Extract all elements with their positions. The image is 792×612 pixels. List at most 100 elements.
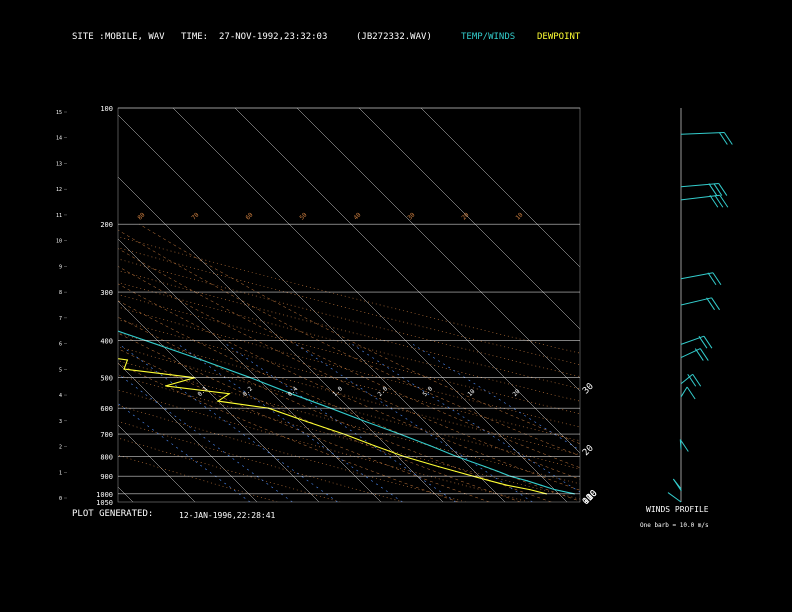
dewpoint-profile bbox=[118, 358, 547, 495]
mixing-ratio-label: 5.0 bbox=[421, 385, 434, 398]
wind-barb-shaft bbox=[679, 439, 682, 450]
dry-adiabat bbox=[118, 346, 580, 470]
plot-frame bbox=[117, 107, 581, 503]
moist-adiabat bbox=[118, 283, 580, 491]
wind-barb-shaft bbox=[680, 272, 714, 280]
height-km-label: 9 bbox=[59, 264, 62, 270]
height-km-label: 10 bbox=[56, 239, 62, 245]
mixing-ratio-label: 0.2 bbox=[241, 385, 254, 398]
isobar-label: 500 bbox=[100, 375, 113, 383]
mixing-ratio-label: 20 bbox=[511, 388, 521, 398]
isobar-label: 100 bbox=[100, 105, 113, 113]
winds-profile-title: WINDS PROFILE bbox=[646, 505, 709, 514]
mixing-ratio-line bbox=[178, 344, 403, 502]
plot-area bbox=[0, 108, 580, 502]
dewpoint-profile-point bbox=[529, 488, 531, 491]
temperature-profile-point bbox=[365, 421, 367, 423]
wind-barb-flag bbox=[686, 386, 696, 400]
isotherm-line bbox=[0, 108, 9, 502]
height-km-label: 8 bbox=[59, 290, 62, 296]
wind-barb-flag bbox=[694, 348, 704, 361]
dry-adiabat bbox=[118, 247, 580, 366]
site-label: SITE : bbox=[72, 32, 105, 42]
dry-adiabat bbox=[118, 306, 580, 428]
temperature-profile-point bbox=[290, 393, 292, 395]
dry-adiabat bbox=[118, 405, 466, 502]
wind-barb-flag bbox=[679, 439, 689, 452]
moist-adiabat bbox=[118, 332, 521, 502]
site-value: MOBILE, WAV bbox=[105, 32, 165, 42]
isotherm-line bbox=[118, 114, 506, 502]
isotherm-line bbox=[234, 108, 580, 454]
isotherm-line bbox=[118, 424, 196, 502]
wind-barb-flag bbox=[699, 348, 709, 361]
temperature-profile-point bbox=[526, 480, 528, 482]
isotherm-right-label: 0 bbox=[581, 496, 592, 507]
dry-adiabat-label: 20 bbox=[460, 211, 470, 221]
dry-adiabat-label: 50 bbox=[298, 211, 308, 221]
mixing-ratio-line bbox=[352, 344, 580, 493]
isotherm-line bbox=[118, 486, 134, 502]
dewpoint-profile-point bbox=[165, 385, 167, 387]
height-km-label: 7 bbox=[59, 316, 62, 322]
wind-barb-flag bbox=[709, 194, 719, 208]
dry-adiabat-label: 60 bbox=[244, 211, 254, 221]
dewpoint-profile-point bbox=[506, 484, 508, 486]
isotherm-line bbox=[118, 238, 382, 502]
isobar-label: 700 bbox=[100, 431, 113, 439]
dry-adiabat bbox=[118, 236, 580, 354]
moist-adiabat bbox=[118, 363, 459, 502]
legend-temp-winds: TEMP/WINDS bbox=[461, 32, 516, 42]
wind-barb-shaft bbox=[680, 373, 694, 385]
mixing-ratio-label: 1.0 bbox=[331, 385, 344, 398]
isotherm-line bbox=[296, 108, 580, 392]
temperature-profile bbox=[118, 330, 575, 495]
winds-profile-note: One barb = 10.0 m/s bbox=[640, 522, 709, 529]
isotherm-line bbox=[172, 108, 568, 502]
dewpoint-profile-point bbox=[306, 421, 308, 423]
isotherm-line bbox=[358, 108, 580, 330]
isotherm-line bbox=[118, 176, 444, 502]
height-km-label: 1 bbox=[59, 470, 62, 476]
isobar-label: 200 bbox=[100, 221, 113, 229]
wind-barb-flag bbox=[692, 373, 702, 387]
isobar-label: 900 bbox=[100, 473, 113, 481]
mixing-ratio-label: 0.1 bbox=[196, 385, 209, 398]
height-km-label: 2 bbox=[59, 445, 62, 451]
height-km-label: 3 bbox=[59, 419, 62, 425]
dry-adiabat bbox=[118, 454, 278, 502]
dewpoint-profile-point bbox=[35, 317, 36, 318]
isotherm-line bbox=[118, 300, 320, 502]
wind-barb-flag bbox=[713, 183, 723, 196]
wind-barb-flag bbox=[714, 194, 724, 208]
mixing-ratio-line bbox=[412, 344, 580, 451]
dewpoint-profile-point bbox=[123, 368, 125, 370]
isotherm-line bbox=[420, 108, 580, 268]
wind-barb-flag bbox=[703, 335, 713, 349]
dewpoint-profile-point bbox=[228, 393, 230, 395]
temperature-profile-point bbox=[429, 445, 431, 447]
wind-barb-shaft bbox=[667, 492, 682, 503]
dewpoint-profile-point bbox=[437, 465, 440, 468]
height-km-label: 14 bbox=[56, 136, 62, 142]
dry-adiabat-label: 10 bbox=[514, 211, 524, 221]
height-km-label: 15 bbox=[56, 110, 62, 116]
dewpoint-profile-point bbox=[373, 445, 375, 447]
temperature-profile-point bbox=[9, 291, 10, 292]
plot-generated-label: PLOT GENERATED: bbox=[72, 509, 154, 519]
temperature-profile-point bbox=[540, 484, 542, 486]
file-id: (JB272332.WAV) bbox=[356, 32, 432, 42]
moist-adiabat bbox=[118, 300, 580, 502]
wind-barb-flag bbox=[698, 335, 708, 349]
isobar-label: 600 bbox=[100, 405, 113, 413]
dewpoint-profile-point bbox=[70, 340, 71, 341]
isotherm-right-label: 30 bbox=[581, 382, 596, 397]
isobar-label: 1000 bbox=[96, 491, 113, 499]
dry-adiabat bbox=[118, 374, 580, 500]
wind-barb-flag bbox=[718, 183, 728, 196]
wind-barb-shaft bbox=[680, 348, 701, 358]
time-label: TIME: bbox=[181, 32, 209, 42]
wind-barb-shaft bbox=[680, 386, 688, 398]
isotherm-right-label: 20 bbox=[581, 443, 596, 458]
